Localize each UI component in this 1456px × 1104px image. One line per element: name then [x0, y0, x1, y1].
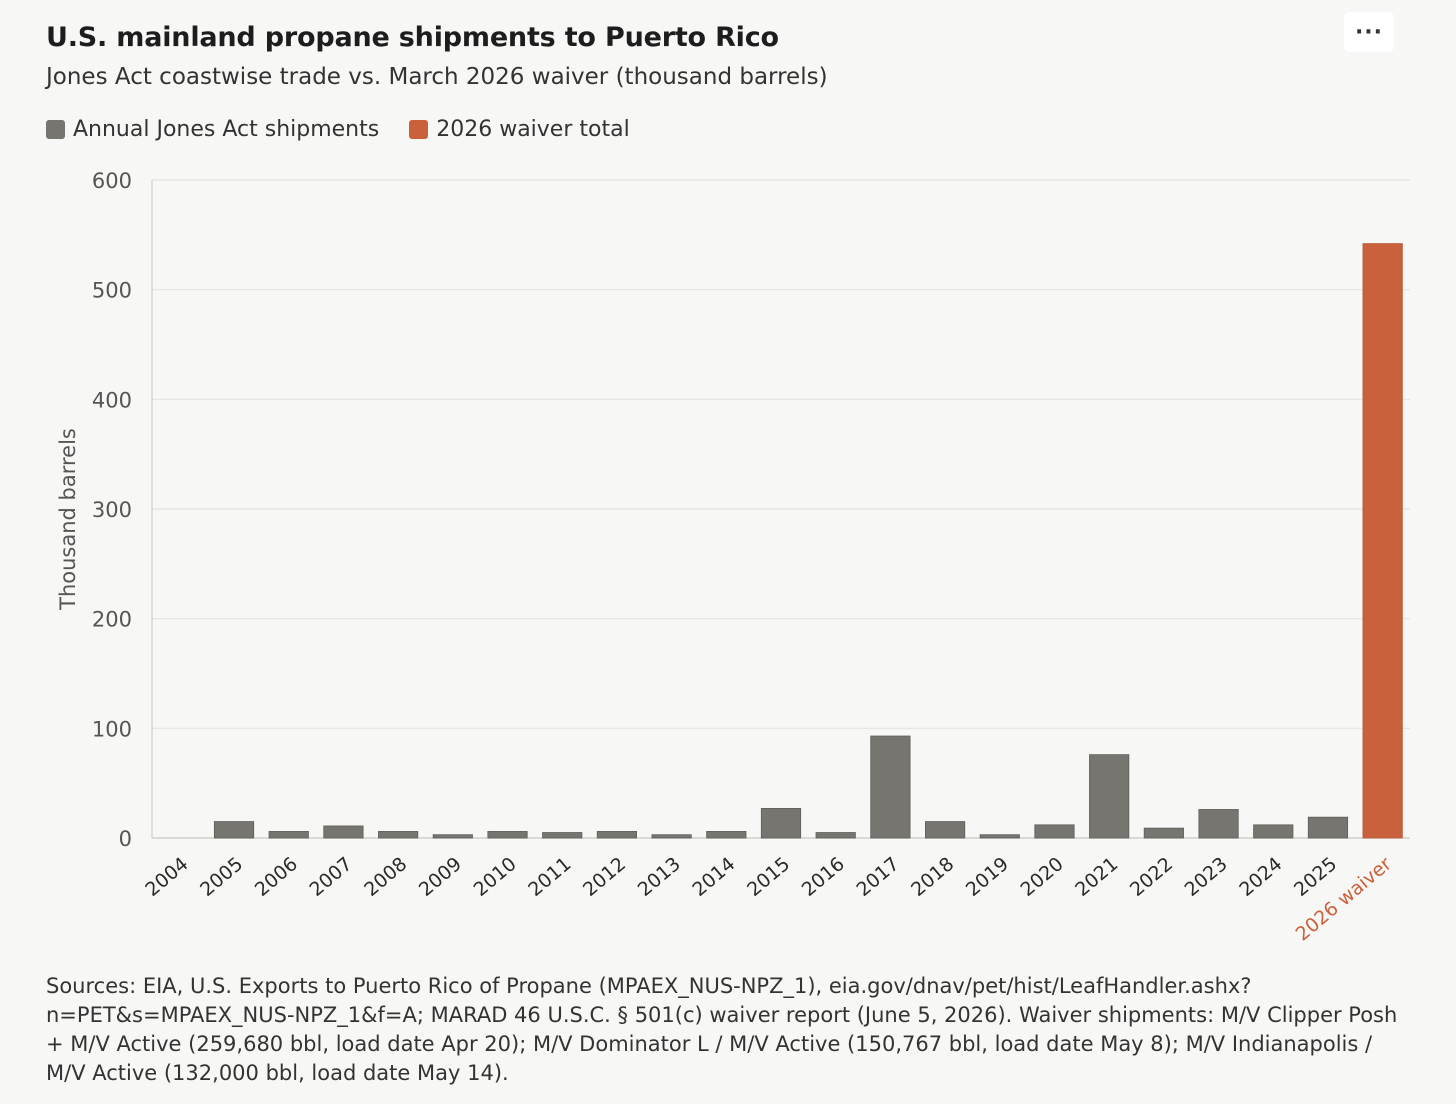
x-tick-label-2017: 2017	[852, 853, 903, 901]
chart-legend: Annual Jones Act shipments 2026 waiver t…	[46, 117, 660, 142]
x-tick-label-2009: 2009	[415, 853, 466, 901]
bar-2020	[1034, 824, 1075, 839]
x-tick-label-2004: 2004	[141, 853, 192, 901]
legend-item-jones-act: Annual Jones Act shipments	[46, 117, 379, 142]
legend-label-waiver: 2026 waiver total	[436, 117, 630, 142]
bar-2014	[706, 831, 747, 839]
chart-title: U.S. mainland propane shipments to Puert…	[46, 22, 779, 53]
bar-2018	[924, 821, 966, 839]
bar-2026-waiver	[1362, 243, 1403, 839]
x-tick-label-2020: 2020	[1017, 853, 1068, 901]
x-tick-label-2008: 2008	[360, 853, 411, 901]
x-tick-label-2022: 2022	[1126, 853, 1177, 901]
bar-2022	[1143, 827, 1184, 839]
legend-label-jones-act: Annual Jones Act shipments	[73, 117, 380, 142]
legend-swatch-waiver	[409, 120, 429, 139]
bar-2006	[268, 831, 309, 839]
more-options-button[interactable]: ···	[1344, 12, 1394, 52]
x-tick-label-2019: 2019	[962, 853, 1013, 901]
x-tick-label-2007: 2007	[305, 853, 356, 901]
bar-2021	[1089, 754, 1130, 839]
y-axis-title: Thousand barrels	[56, 428, 80, 611]
bar-2015	[760, 807, 802, 839]
bar-2010	[487, 831, 528, 839]
bar-2016	[815, 832, 856, 839]
x-tick-label-2016: 2016	[798, 853, 849, 901]
bar-2017	[870, 735, 911, 839]
legend-swatch-jones-act	[46, 120, 65, 139]
bar-2012	[596, 831, 638, 839]
y-tick-label-500: 500	[92, 279, 132, 303]
bar-2011	[542, 832, 583, 839]
x-tick-label-2013: 2013	[634, 853, 685, 901]
bar-2007	[323, 825, 364, 839]
y-tick-label-300: 300	[92, 498, 132, 522]
x-tick-label-2015: 2015	[743, 853, 794, 901]
source-note: Sources: EIA, U.S. Exports to Puerto Ric…	[46, 974, 1398, 1085]
bar-2008	[378, 831, 419, 839]
ellipsis-icon: ···	[1354, 19, 1384, 45]
x-tick-label-2006: 2006	[251, 853, 302, 901]
x-tick-label-2014: 2014	[688, 853, 739, 901]
bar-2024	[1253, 824, 1294, 839]
y-tick-label-0: 0	[119, 827, 132, 851]
bar-2019	[979, 834, 1020, 839]
y-tick-label-100: 100	[92, 717, 132, 741]
x-tick-label-2024: 2024	[1235, 853, 1286, 901]
bar-2025	[1307, 816, 1349, 839]
y-tick-label-600: 600	[92, 169, 132, 193]
x-tick-label-2010: 2010	[470, 853, 521, 901]
chart-subtitle: Jones Act coastwise trade vs. March 2026…	[46, 64, 828, 90]
x-tick-label-2021: 2021	[1071, 853, 1122, 901]
y-tick-label-400: 400	[92, 388, 132, 412]
x-tick-label-2011: 2011	[524, 853, 575, 901]
bar-2005	[213, 821, 255, 839]
bar-2009	[432, 834, 473, 839]
x-tick-label-2018: 2018	[907, 853, 958, 901]
legend-item-waiver: 2026 waiver total	[409, 117, 630, 142]
x-tick-label-2023: 2023	[1181, 853, 1232, 901]
x-tick-label-2005: 2005	[196, 853, 247, 901]
y-tick-label-200: 200	[92, 608, 132, 632]
x-tick-label-2026-waiver: 2026 waiver	[1292, 853, 1396, 946]
bar-2013	[651, 834, 692, 839]
bar-2023	[1198, 809, 1239, 839]
x-tick-label-2012: 2012	[579, 853, 630, 901]
